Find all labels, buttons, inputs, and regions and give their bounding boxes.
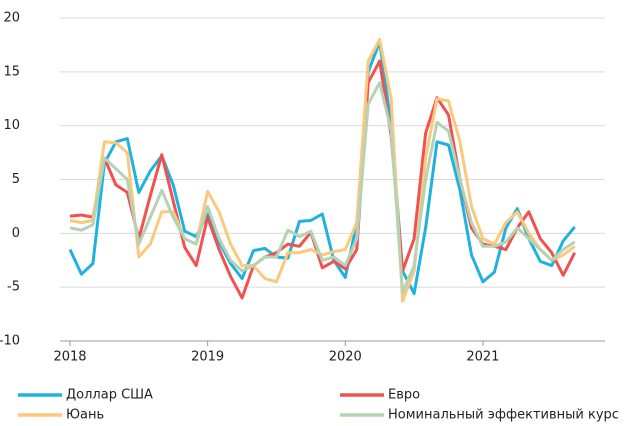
y-tick-label: -10	[0, 334, 20, 349]
y-tick-label: -5	[7, 280, 20, 295]
y-tick-label: 10	[3, 118, 20, 133]
legend-label: Доллар США	[66, 388, 153, 403]
series-line	[69, 38, 576, 303]
x-tick-label: 2019	[191, 350, 224, 365]
y-tick-label: 0	[12, 226, 20, 241]
x-tick-label: 2021	[466, 350, 499, 365]
legend-label: Номинальный эффективный курс	[388, 408, 619, 423]
series-line	[69, 81, 576, 295]
x-tick-label: 2018	[53, 350, 86, 365]
series-line	[68, 40, 576, 296]
y-tick-label: 20	[3, 11, 20, 26]
legend-label: Юань	[66, 408, 104, 423]
y-tick-label: 5	[12, 172, 20, 187]
x-tick-label: 2020	[329, 350, 362, 365]
legend-label: Евро	[388, 388, 420, 403]
y-tick-label: 15	[3, 64, 20, 79]
